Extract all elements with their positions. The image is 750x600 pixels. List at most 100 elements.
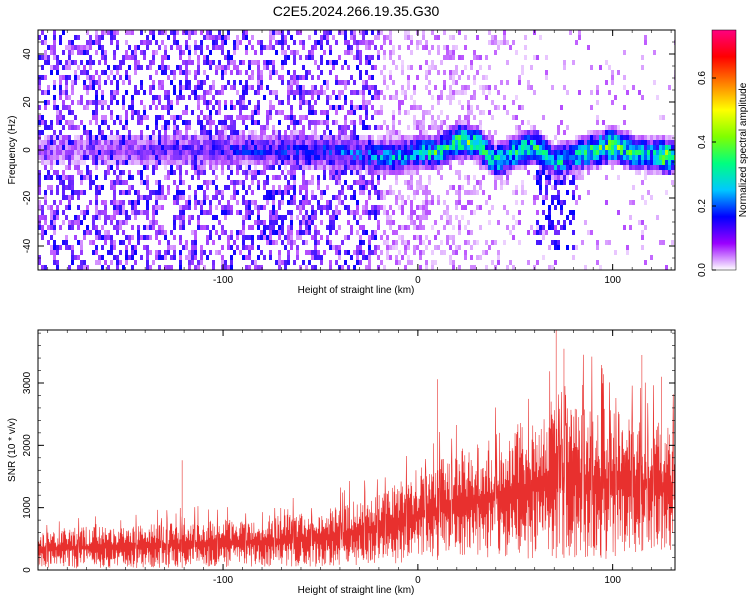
spectrogram-cell [167,250,170,255]
spectrogram-cell [62,170,65,175]
spectrogram-cell [209,135,212,140]
spectrogram-cell [290,245,293,250]
spectrogram-cell [350,75,353,80]
spectrogram-cell [464,255,467,260]
spectrogram-cell [272,150,275,155]
spectrogram-cell [470,155,473,160]
spectrogram-cell [224,35,227,40]
spectrogram-cell [197,175,200,180]
spectrogram-cell [356,210,359,215]
spectrogram-cell [656,140,659,145]
spectrogram-cell [431,140,434,145]
spectrogram-cell [155,220,158,225]
spectrogram-cell [533,130,536,135]
spectrogram-cell [371,160,374,165]
spectrogram-cell [56,215,59,220]
spectrogram-cell [383,190,386,195]
spectrogram-cell [395,260,398,265]
spectrogram-cell [539,150,542,155]
spectrogram-cell [620,140,623,145]
spectrogram-cell [74,135,77,140]
spectrogram-cell [500,175,503,180]
spectrogram-cell [545,190,548,195]
spectrogram-cell [371,115,374,120]
spectrogram-cell [146,265,149,270]
spectrogram-cell [236,170,239,175]
spectrogram-cell [473,145,476,150]
spectrogram-cell [374,235,377,240]
spectrogram-cell [398,110,401,115]
spectrogram-cell [392,220,395,225]
spectrogram-cell [404,245,407,250]
spectrogram-cell [437,155,440,160]
spectrogram-cell [452,45,455,50]
spectrogram-cell [404,160,407,165]
spectrogram-cell [212,105,215,110]
spectrogram-cell [242,255,245,260]
spectrogram-cell [602,150,605,155]
spectrogram-cell [425,205,428,210]
spectrogram-cell [68,205,71,210]
spectrogram-cell [359,55,362,60]
spectrogram-cell [410,200,413,205]
spectrogram-cell [311,255,314,260]
spectrogram-cell [221,140,224,145]
spectrogram-cell [122,180,125,185]
spectrogram-cell [203,180,206,185]
spectrogram-cell [455,125,458,130]
spectrogram-cell [398,130,401,135]
spectrogram-cell [671,180,674,185]
spectrogram-cell [422,115,425,120]
spectrogram-cell [113,155,116,160]
spectrogram-cell [590,105,593,110]
spectrogram-cell [503,145,506,150]
spectrogram-cell [284,115,287,120]
spectrogram-cell [581,160,584,165]
spectrogram-cell [272,30,275,35]
spectrogram-cell [89,45,92,50]
spectrogram-cell [245,50,248,55]
spectrogram-cell [98,60,101,65]
spectrogram-cell [386,160,389,165]
spectrogram-cell [383,160,386,165]
spectrogram-cell [89,155,92,160]
spectrogram-cell [368,180,371,185]
spectrogram-cell [554,205,557,210]
spectrogram-cell [605,145,608,150]
spectrogram-cell [431,135,434,140]
spectrogram-cell [65,150,68,155]
spectrogram-cell [134,260,137,265]
spectrogram-cell [164,50,167,55]
spectrogram-cell [485,140,488,145]
spectrogram-cell [608,125,611,130]
spectrogram-cell [422,130,425,135]
spectrogram-cell [251,145,254,150]
spectrogram-cell [446,45,449,50]
spectrogram-cell [488,170,491,175]
spectrogram-cell [671,155,674,160]
spectrogram-cell [257,110,260,115]
spectrogram-cell [95,190,98,195]
spectrogram-cell [200,150,203,155]
spectrogram-cell [248,60,251,65]
spectrogram-cell [95,200,98,205]
spectrogram-cell [302,195,305,200]
spectrogram-cell [188,145,191,150]
spectrogram-cell [311,75,314,80]
spectrogram-cell [254,165,257,170]
spectrogram-cell [377,195,380,200]
spectrogram-cell [356,220,359,225]
spectrogram-cell [203,80,206,85]
spectrogram-cell [302,90,305,95]
spectrogram-cell [185,105,188,110]
spectrogram-cell [65,45,68,50]
spectrogram-cell [86,210,89,215]
spectrogram-cell [125,75,128,80]
spectrogram-cell [143,40,146,45]
spectrogram-cell [323,140,326,145]
spectrogram-cell [182,110,185,115]
spectrogram-cell [248,200,251,205]
spectrogram-cell [371,55,374,60]
spectrogram-cell [203,150,206,155]
spectrogram-cell [602,140,605,145]
